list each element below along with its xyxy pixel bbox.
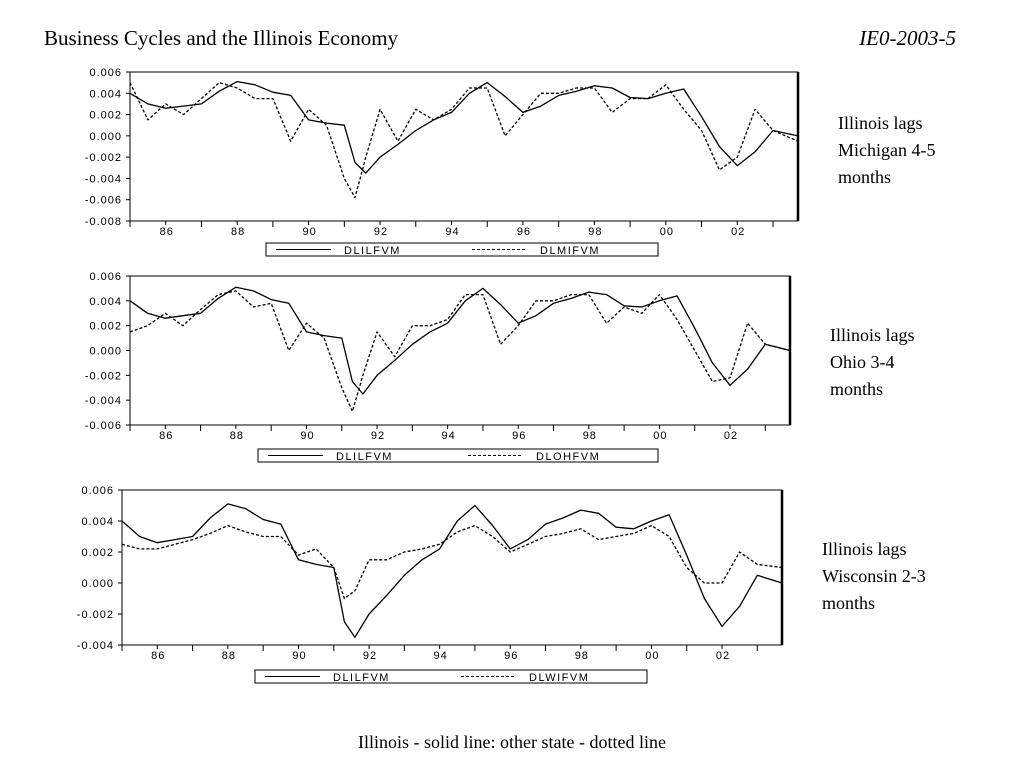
note-line: Ohio 3-4 xyxy=(830,352,895,372)
x-tick-label: 96 xyxy=(504,650,518,662)
legend-label: DLILFVM xyxy=(344,245,401,257)
y-tick-label: 0.006 xyxy=(81,485,114,497)
note-line: Illinois lags xyxy=(822,539,907,559)
x-tick-label: 86 xyxy=(151,650,165,662)
series-line-dlilfvm xyxy=(129,286,791,395)
legend-label: DLILFVM xyxy=(336,451,393,463)
y-tick-label: -0.004 xyxy=(85,395,122,407)
x-tick-label: 00 xyxy=(653,430,667,442)
x-tick-label: 88 xyxy=(222,650,236,662)
note-line: Illinois lags xyxy=(830,325,915,345)
x-tick-label: 98 xyxy=(588,226,602,238)
y-tick-label: -0.008 xyxy=(85,216,122,228)
x-tick-label: 88 xyxy=(230,430,244,442)
x-tick-label: 86 xyxy=(160,226,174,238)
note-line: Wisconsin 2-3 xyxy=(822,566,926,586)
y-tick-label: 0.004 xyxy=(89,296,122,308)
legend-box xyxy=(254,669,648,684)
y-tick-label: -0.002 xyxy=(85,152,122,164)
y-tick-label: 0.004 xyxy=(89,88,122,100)
note-line: months xyxy=(830,379,884,399)
x-tick-label: 92 xyxy=(363,650,377,662)
x-tick-label: 94 xyxy=(434,650,448,662)
x-tick-label: 94 xyxy=(442,430,456,442)
x-tick-label: 98 xyxy=(583,430,597,442)
legend-label: DLMIFVM xyxy=(540,245,600,257)
y-tick-label: 0.000 xyxy=(89,131,122,143)
series-line-dlilfvm xyxy=(121,503,783,638)
y-tick-label: -0.004 xyxy=(77,640,114,652)
y-tick-label: 0.002 xyxy=(89,110,122,122)
x-tick-label: 92 xyxy=(374,226,388,238)
legend-label: DLOHFVM xyxy=(536,451,600,463)
y-tick-label: -0.002 xyxy=(85,370,122,382)
x-tick-label: 02 xyxy=(724,430,738,442)
x-tick-label: 90 xyxy=(302,226,316,238)
series-line-dlwifvm xyxy=(121,524,783,600)
x-tick-label: 94 xyxy=(445,226,459,238)
note-line: months xyxy=(838,167,892,187)
note-line: Illinois lags xyxy=(838,113,923,133)
legend-label: DLWIFVM xyxy=(529,672,589,684)
y-tick-label: 0.004 xyxy=(81,516,114,528)
x-tick-label: 96 xyxy=(512,430,526,442)
x-tick-label: 02 xyxy=(731,226,745,238)
y-tick-label: -0.006 xyxy=(85,420,122,432)
y-tick-label: 0.000 xyxy=(89,346,122,358)
y-tick-label: 0.000 xyxy=(81,578,114,590)
y-tick-label: 0.006 xyxy=(89,67,122,79)
legend-box xyxy=(257,448,659,463)
series-line-dlohfvm xyxy=(129,290,791,412)
slide-title: Business Cycles and the Illinois Economy xyxy=(44,26,399,50)
x-tick-label: 96 xyxy=(517,226,531,238)
x-tick-label: 00 xyxy=(660,226,674,238)
x-tick-label: 86 xyxy=(159,430,173,442)
note-line: Michigan 4-5 xyxy=(838,140,936,160)
slide-code: IE0-2003-5 xyxy=(859,26,956,50)
note-ohio: Illinois lags Ohio 3-4 months xyxy=(830,322,1010,403)
y-tick-label: -0.004 xyxy=(85,173,122,185)
x-tick-label: 00 xyxy=(645,650,659,662)
x-tick-label: 92 xyxy=(371,430,385,442)
legend-label: DLILFVM xyxy=(333,672,390,684)
x-tick-label: 02 xyxy=(716,650,730,662)
note-wisconsin: Illinois lags Wisconsin 2-3 months xyxy=(822,536,1002,617)
footer-caption: Illinois - solid line: other state - dot… xyxy=(358,732,666,752)
y-tick-label: -0.002 xyxy=(77,609,114,621)
y-tick-label: 0.002 xyxy=(81,547,114,559)
y-tick-label: -0.006 xyxy=(85,195,122,207)
x-tick-label: 90 xyxy=(300,430,314,442)
x-tick-label: 98 xyxy=(575,650,589,662)
x-tick-label: 88 xyxy=(231,226,245,238)
note-line: months xyxy=(822,593,876,613)
plot-frame xyxy=(121,489,783,646)
series-line-dlmifvm xyxy=(129,81,799,199)
x-tick-label: 90 xyxy=(292,650,306,662)
legend-box xyxy=(265,242,659,257)
y-tick-label: 0.006 xyxy=(89,271,122,283)
y-tick-label: 0.002 xyxy=(89,321,122,333)
note-michigan: Illinois lags Michigan 4-5 months xyxy=(838,110,1018,191)
series-line-dlilfvm xyxy=(129,80,799,174)
